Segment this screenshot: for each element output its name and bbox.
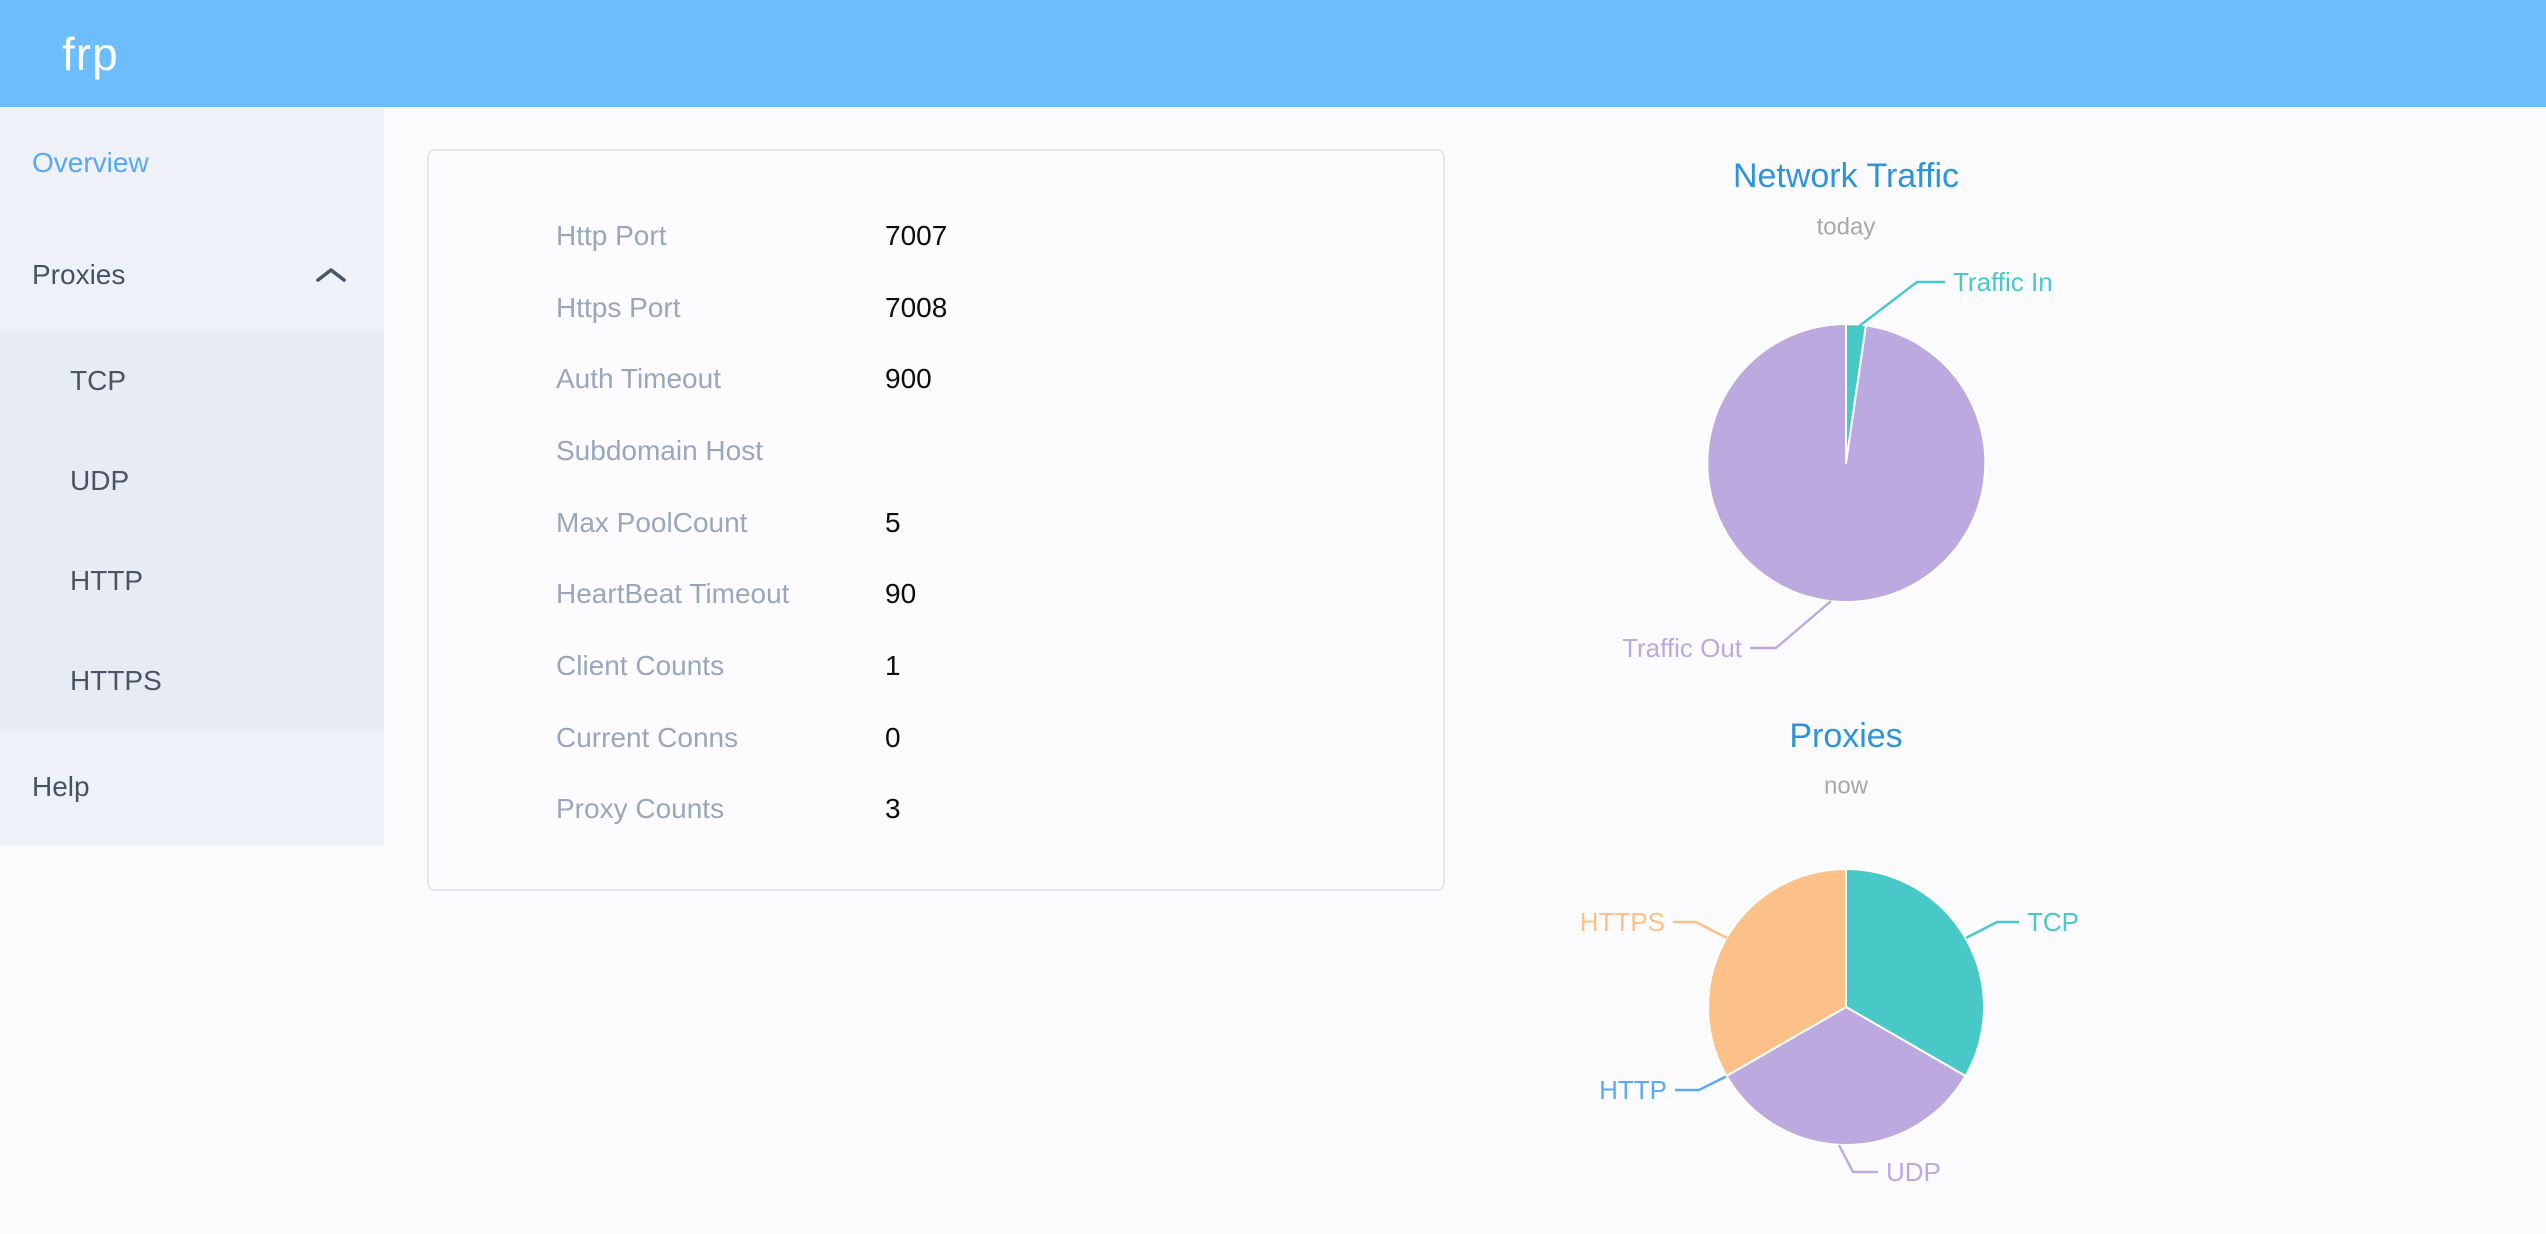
config-label: Max PoolCount (556, 506, 748, 538)
config-label: Https Port (556, 291, 681, 323)
config-value: 90 (885, 578, 917, 610)
app-logo: frp (62, 27, 119, 80)
config-row: Https Port 7008 (429, 272, 1443, 344)
sidebar-item-help-label: Help (32, 771, 90, 802)
pie-leader-traffic-out (1750, 600, 1832, 650)
config-row: Client Counts 1 (429, 630, 1443, 702)
config-label: Client Counts (556, 649, 725, 681)
pie-chart-proxies: Proxies now TCP UDP HTTP HTTPS (1580, 717, 2079, 1187)
config-row: HeartBeat Timeout 90 (429, 558, 1443, 630)
sidebar-item-proxies-label: Proxies (32, 259, 126, 290)
config-label: Subdomain Host (556, 434, 764, 466)
config-label: Current Conns (556, 721, 739, 753)
config-label: Proxy Counts (556, 793, 725, 825)
config-label: Http Port (556, 219, 667, 251)
config-value: 1 (885, 649, 901, 681)
chart-title: Proxies (1789, 717, 1902, 755)
sidebar-proxies-submenu: TCP UDP HTTP HTTPS (0, 331, 384, 731)
sidebar: Overview Proxies TCP UDP HTTP HTTPS Help (0, 107, 384, 845)
config-value: 900 (885, 363, 932, 395)
pie-label-http: HTTP (1599, 1075, 1667, 1105)
config-value: 5 (885, 506, 901, 538)
chart-title: Network Traffic (1733, 157, 1959, 195)
pie-leader-tcp (1965, 920, 2019, 940)
sidebar-item-proxies[interactable]: Proxies (0, 219, 384, 331)
sidebar-item-http[interactable]: HTTP (70, 565, 144, 596)
config-row: Auth Timeout 900 (429, 343, 1443, 415)
config-label: Auth Timeout (556, 363, 721, 395)
config-row: Current Conns 0 (429, 702, 1443, 774)
config-row: Subdomain Host (429, 415, 1443, 487)
pie-leader-https (1673, 920, 1728, 940)
chart-subtitle: today (1817, 214, 1876, 241)
server-config-card: Http Port 7007 Https Port 7008 Auth Timeout 9… (427, 149, 1445, 891)
config-row: Proxy Counts 3 (429, 774, 1443, 846)
pie-leader-http (1675, 1074, 1728, 1092)
pie-leader-udp (1837, 1144, 1878, 1174)
sidebar-item-overview[interactable]: Overview (0, 107, 384, 219)
pie-slice-traffic-out[interactable] (1706, 323, 1987, 603)
chart-subtitle: now (1824, 773, 1869, 800)
pie-label-udp: UDP (1886, 1157, 1941, 1187)
config-label: HeartBeat Timeout (556, 578, 790, 610)
config-value: 7007 (885, 219, 948, 251)
sidebar-item-udp[interactable]: UDP (70, 465, 130, 496)
pie-label-tcp: TCP (2027, 907, 2079, 937)
sidebar-item-https[interactable]: HTTPS (70, 665, 162, 696)
sidebar-item-help[interactable]: Help (0, 731, 384, 843)
pie-chart-network-traffic: Network Traffic today Traffic In Traffic Ou… (1622, 157, 2053, 663)
pie-leader-traffic-in (1857, 280, 1945, 328)
chevron-up-icon (316, 268, 346, 282)
sidebar-item-tcp[interactable]: TCP (70, 365, 126, 396)
pie-label-traffic-in: Traffic In (1953, 267, 2053, 297)
config-row: Http Port 7007 (429, 200, 1443, 272)
config-value: 3 (885, 793, 901, 825)
config-value: 0 (885, 721, 901, 753)
pie-label-traffic-out: Traffic Out (1622, 633, 1743, 663)
pie-label-https: HTTPS (1580, 907, 1665, 937)
sidebar-item-overview-label: Overview (32, 147, 149, 178)
config-value: 7008 (885, 291, 948, 323)
app-header: frp (0, 0, 2546, 107)
config-row: Max PoolCount 5 (429, 487, 1443, 559)
